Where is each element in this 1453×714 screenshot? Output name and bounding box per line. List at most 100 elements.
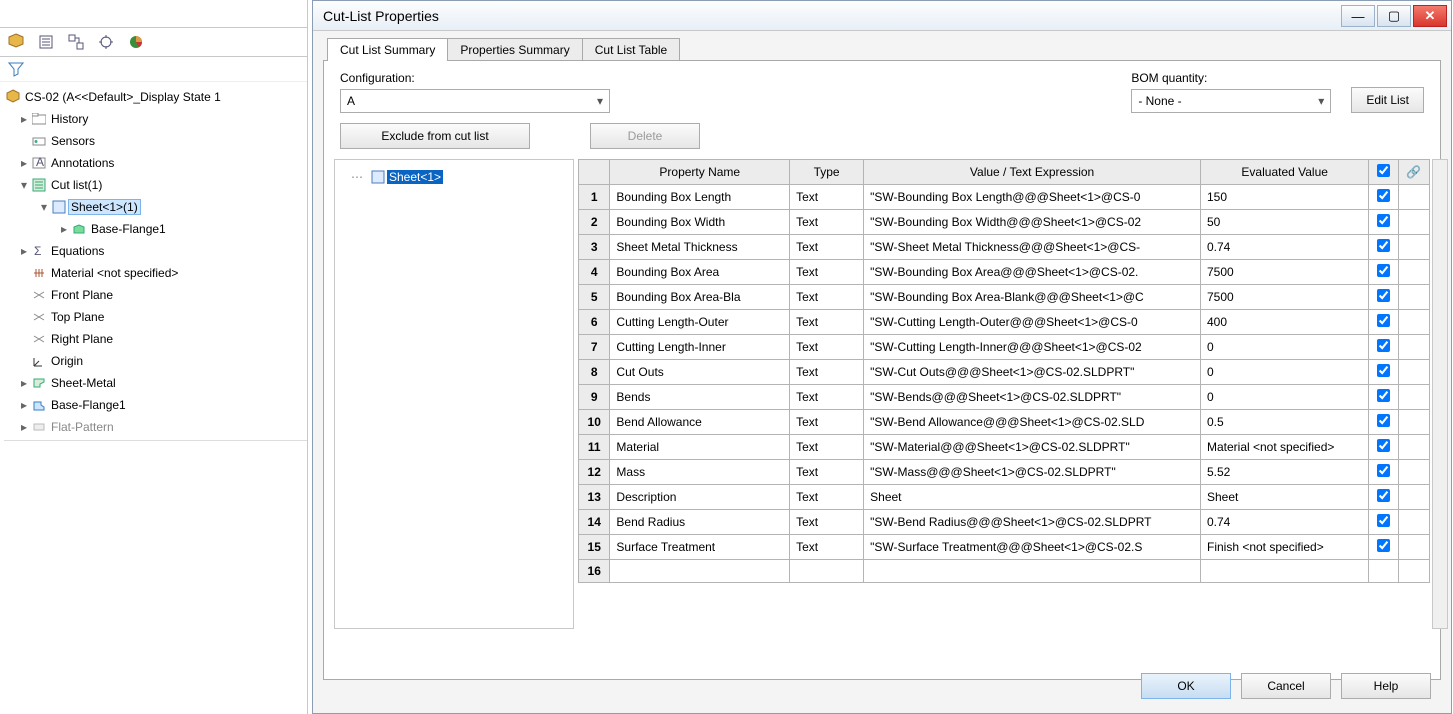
cell-checkbox[interactable]: [1369, 460, 1398, 485]
cell-link[interactable]: [1398, 235, 1429, 260]
table-row[interactable]: 12MassText"SW-Mass@@@Sheet<1>@CS-02.SLDP…: [579, 460, 1430, 485]
cell-link[interactable]: [1398, 485, 1429, 510]
tree-item[interactable]: Sheet-Metal: [48, 375, 119, 391]
row-checkbox[interactable]: [1377, 389, 1390, 402]
row-checkbox[interactable]: [1377, 214, 1390, 227]
cell-property-name[interactable]: Bounding Box Area: [610, 260, 790, 285]
cell-checkbox[interactable]: [1369, 485, 1398, 510]
cell-value-expression[interactable]: "SW-Material@@@Sheet<1>@CS-02.SLDPRT": [864, 435, 1201, 460]
table-row[interactable]: 16: [579, 560, 1430, 583]
row-checkbox[interactable]: [1377, 514, 1390, 527]
cell-type[interactable]: Text: [790, 535, 864, 560]
expand-icon[interactable]: ▸: [58, 222, 70, 236]
cell-property-name[interactable]: Bends: [610, 385, 790, 410]
cell-link[interactable]: [1398, 410, 1429, 435]
cell-property-name[interactable]: Cutting Length-Inner: [610, 335, 790, 360]
collapse-icon[interactable]: ▾: [18, 178, 30, 192]
cell-type[interactable]: Text: [790, 185, 864, 210]
grid-header[interactable]: Value / Text Expression: [864, 160, 1201, 185]
cancel-button[interactable]: Cancel: [1241, 673, 1331, 699]
cell-property-name[interactable]: Material: [610, 435, 790, 460]
cell-value-expression[interactable]: "SW-Sheet Metal Thickness@@@Sheet<1>@CS-: [864, 235, 1201, 260]
cell-checkbox[interactable]: [1369, 285, 1398, 310]
cell-link[interactable]: [1398, 185, 1429, 210]
table-row[interactable]: 1Bounding Box LengthText"SW-Bounding Box…: [579, 185, 1430, 210]
tree-item[interactable]: Top Plane: [48, 309, 107, 325]
cell-link[interactable]: [1398, 360, 1429, 385]
cell-value-expression[interactable]: "SW-Bounding Box Length@@@Sheet<1>@CS-0: [864, 185, 1201, 210]
cell-property-name[interactable]: Cut Outs: [610, 360, 790, 385]
target-icon[interactable]: [96, 32, 116, 52]
table-row[interactable]: 5Bounding Box Area-BlaText"SW-Bounding B…: [579, 285, 1430, 310]
row-checkbox[interactable]: [1377, 264, 1390, 277]
titlebar[interactable]: Cut-List Properties — ▢ ✕: [313, 1, 1451, 31]
cell-checkbox[interactable]: [1369, 435, 1398, 460]
close-button[interactable]: ✕: [1413, 5, 1447, 27]
cell-type[interactable]: Text: [790, 435, 864, 460]
cell-checkbox[interactable]: [1369, 410, 1398, 435]
cell-type[interactable]: Text: [790, 410, 864, 435]
cell-checkbox[interactable]: [1369, 535, 1398, 560]
cell-checkbox[interactable]: [1369, 510, 1398, 535]
root-label[interactable]: CS-02 (A<<Default>_Display State 1: [22, 89, 224, 105]
cell-property-name[interactable]: Cutting Length-Outer: [610, 310, 790, 335]
cell-value-expression[interactable]: Sheet: [864, 485, 1201, 510]
cell-type[interactable]: Text: [790, 260, 864, 285]
tree-item[interactable]: Base-Flange1: [88, 221, 169, 237]
cell-property-name[interactable]: Sheet Metal Thickness: [610, 235, 790, 260]
cell-type[interactable]: Text: [790, 485, 864, 510]
cell-type[interactable]: Text: [790, 210, 864, 235]
collapse-icon[interactable]: ▾: [38, 200, 50, 214]
cell-property-name[interactable]: Bounding Box Length: [610, 185, 790, 210]
cutlist-tree-item[interactable]: Sheet<1>: [387, 170, 443, 184]
cell-link[interactable]: [1398, 260, 1429, 285]
table-row[interactable]: 10Bend AllowanceText"SW-Bend Allowance@@…: [579, 410, 1430, 435]
cell-property-name[interactable]: Mass: [610, 460, 790, 485]
cell-type[interactable]: Text: [790, 510, 864, 535]
list-icon[interactable]: [36, 32, 56, 52]
table-row[interactable]: 11MaterialText"SW-Material@@@Sheet<1>@CS…: [579, 435, 1430, 460]
table-row[interactable]: 2Bounding Box WidthText"SW-Bounding Box …: [579, 210, 1430, 235]
cell-type[interactable]: Text: [790, 310, 864, 335]
cell-type[interactable]: Text: [790, 235, 864, 260]
row-checkbox[interactable]: [1377, 239, 1390, 252]
cell-type[interactable]: Text: [790, 460, 864, 485]
bom-quantity-combo[interactable]: - None - ▾: [1131, 89, 1331, 113]
table-row[interactable]: 13DescriptionTextSheetSheet: [579, 485, 1430, 510]
cell-value-expression[interactable]: "SW-Cutting Length-Outer@@@Sheet<1>@CS-0: [864, 310, 1201, 335]
table-row[interactable]: 7Cutting Length-InnerText"SW-Cutting Len…: [579, 335, 1430, 360]
grid-header[interactable]: 🔗: [1398, 160, 1429, 185]
cell-link[interactable]: [1398, 385, 1429, 410]
table-row[interactable]: 9BendsText"SW-Bends@@@Sheet<1>@CS-02.SLD…: [579, 385, 1430, 410]
grid-header[interactable]: [1369, 160, 1398, 185]
row-checkbox[interactable]: [1377, 289, 1390, 302]
cell-value-expression[interactable]: "SW-Cutting Length-Inner@@@Sheet<1>@CS-0…: [864, 335, 1201, 360]
cell-type[interactable]: Text: [790, 385, 864, 410]
tree-item[interactable]: Flat-Pattern: [48, 419, 117, 435]
expand-icon[interactable]: ▸: [18, 244, 30, 258]
cell-type[interactable]: Text: [790, 360, 864, 385]
expand-icon[interactable]: ▸: [18, 156, 30, 170]
ok-button[interactable]: OK: [1141, 673, 1231, 699]
table-row[interactable]: 4Bounding Box AreaText"SW-Bounding Box A…: [579, 260, 1430, 285]
cell-checkbox[interactable]: [1369, 385, 1398, 410]
cell-value-expression[interactable]: "SW-Surface Treatment@@@Sheet<1>@CS-02.S: [864, 535, 1201, 560]
configuration-combo[interactable]: A ▾: [340, 89, 610, 113]
row-checkbox[interactable]: [1377, 364, 1390, 377]
grid-header[interactable]: Property Name: [610, 160, 790, 185]
minimize-button[interactable]: —: [1341, 5, 1375, 27]
row-checkbox[interactable]: [1377, 339, 1390, 352]
tree-item[interactable]: Front Plane: [48, 287, 116, 303]
cell-type[interactable]: Text: [790, 335, 864, 360]
cell-link[interactable]: [1398, 310, 1429, 335]
header-checkbox[interactable]: [1377, 164, 1390, 177]
cell-value-expression[interactable]: "SW-Bounding Box Area-Blank@@@Sheet<1>@C: [864, 285, 1201, 310]
row-checkbox[interactable]: [1377, 539, 1390, 552]
table-row[interactable]: 8Cut OutsText"SW-Cut Outs@@@Sheet<1>@CS-…: [579, 360, 1430, 385]
cell-value-expression[interactable]: "SW-Bounding Box Area@@@Sheet<1>@CS-02.: [864, 260, 1201, 285]
row-checkbox[interactable]: [1377, 189, 1390, 202]
exclude-button[interactable]: Exclude from cut list: [340, 123, 530, 149]
vertical-scrollbar[interactable]: [1432, 159, 1448, 629]
tree-item[interactable]: Material <not specified>: [48, 265, 181, 281]
row-checkbox[interactable]: [1377, 464, 1390, 477]
